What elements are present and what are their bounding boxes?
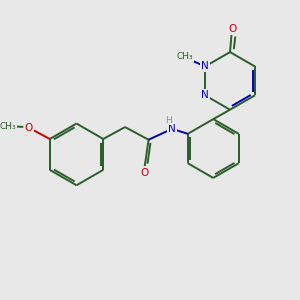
- Text: H: H: [165, 116, 172, 124]
- Text: N: N: [201, 61, 209, 71]
- Text: CH₃: CH₃: [0, 122, 16, 131]
- Text: CH₃: CH₃: [176, 52, 193, 61]
- Text: O: O: [140, 168, 148, 178]
- Text: O: O: [25, 123, 33, 133]
- Text: N: N: [168, 124, 176, 134]
- Text: O: O: [228, 23, 236, 34]
- Text: N: N: [201, 90, 209, 100]
